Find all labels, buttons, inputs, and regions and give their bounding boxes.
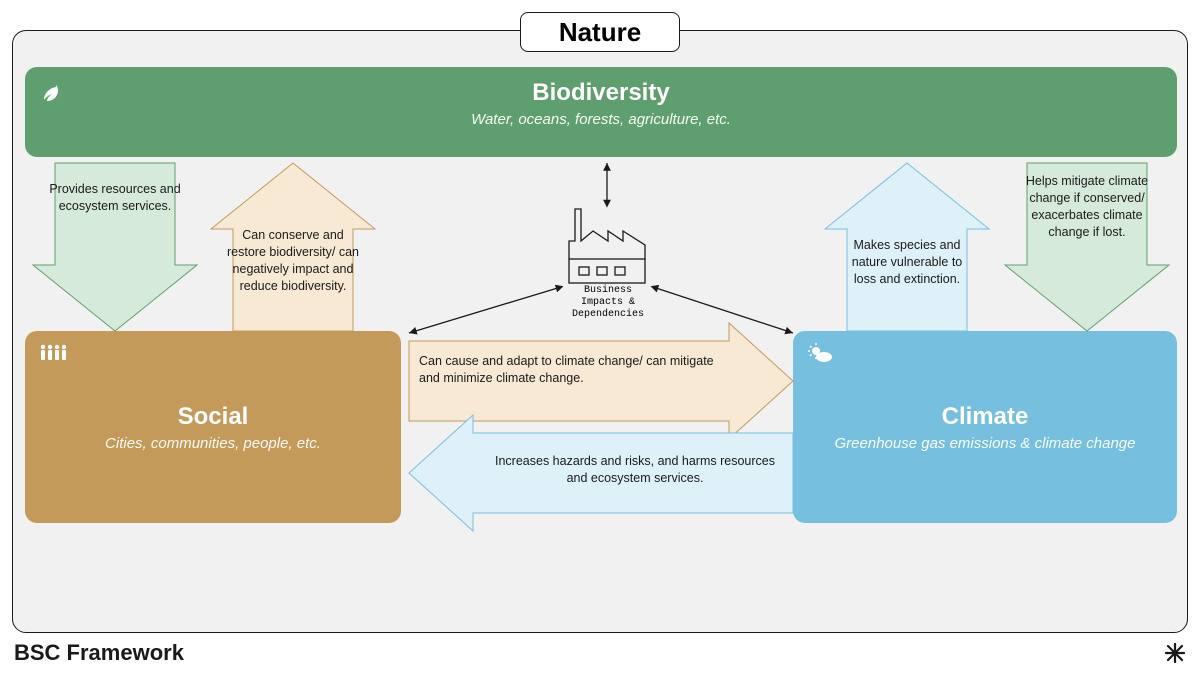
label-bio-to-social: Provides resources and ecosystem service… [49,181,181,215]
diagram-title: Nature [520,12,680,52]
node-biodiversity: Biodiversity Water, oceans, forests, agr… [25,67,1177,157]
biodiversity-title: Biodiversity [43,79,1159,107]
label-social-to-climate: Can cause and adapt to climate change/ c… [419,353,715,387]
biodiversity-subtitle: Water, oceans, forests, agriculture, etc… [43,111,1159,128]
nature-frame: Biodiversity Water, oceans, forests, agr… [12,30,1188,633]
climate-title: Climate [811,403,1159,431]
node-social: Social Cities, communities, people, etc. [25,331,401,523]
people-icon [39,343,67,370]
climate-subtitle: Greenhouse gas emissions & climate chang… [811,435,1159,452]
sun-cloud-icon [807,343,833,370]
leaf-icon [39,79,63,108]
asterisk-icon [1164,642,1186,664]
factory-icon [569,209,645,283]
label-social-to-bio: Can conserve and restore biodiversity/ c… [227,227,359,295]
social-subtitle: Cities, communities, people, etc. [43,435,383,452]
node-climate: Climate Greenhouse gas emissions & clima… [793,331,1177,523]
footer-title: BSC Framework [14,640,184,666]
social-title: Social [43,403,383,431]
label-climate-to-social: Increases hazards and risks, and harms r… [487,453,783,487]
label-climate-to-bio: Makes species and nature vulnerable to l… [841,237,973,288]
label-bio-to-climate: Helps mitigate climate change if conserv… [1021,173,1153,241]
business-label: BusinessImpacts &Dependencies [563,285,653,321]
